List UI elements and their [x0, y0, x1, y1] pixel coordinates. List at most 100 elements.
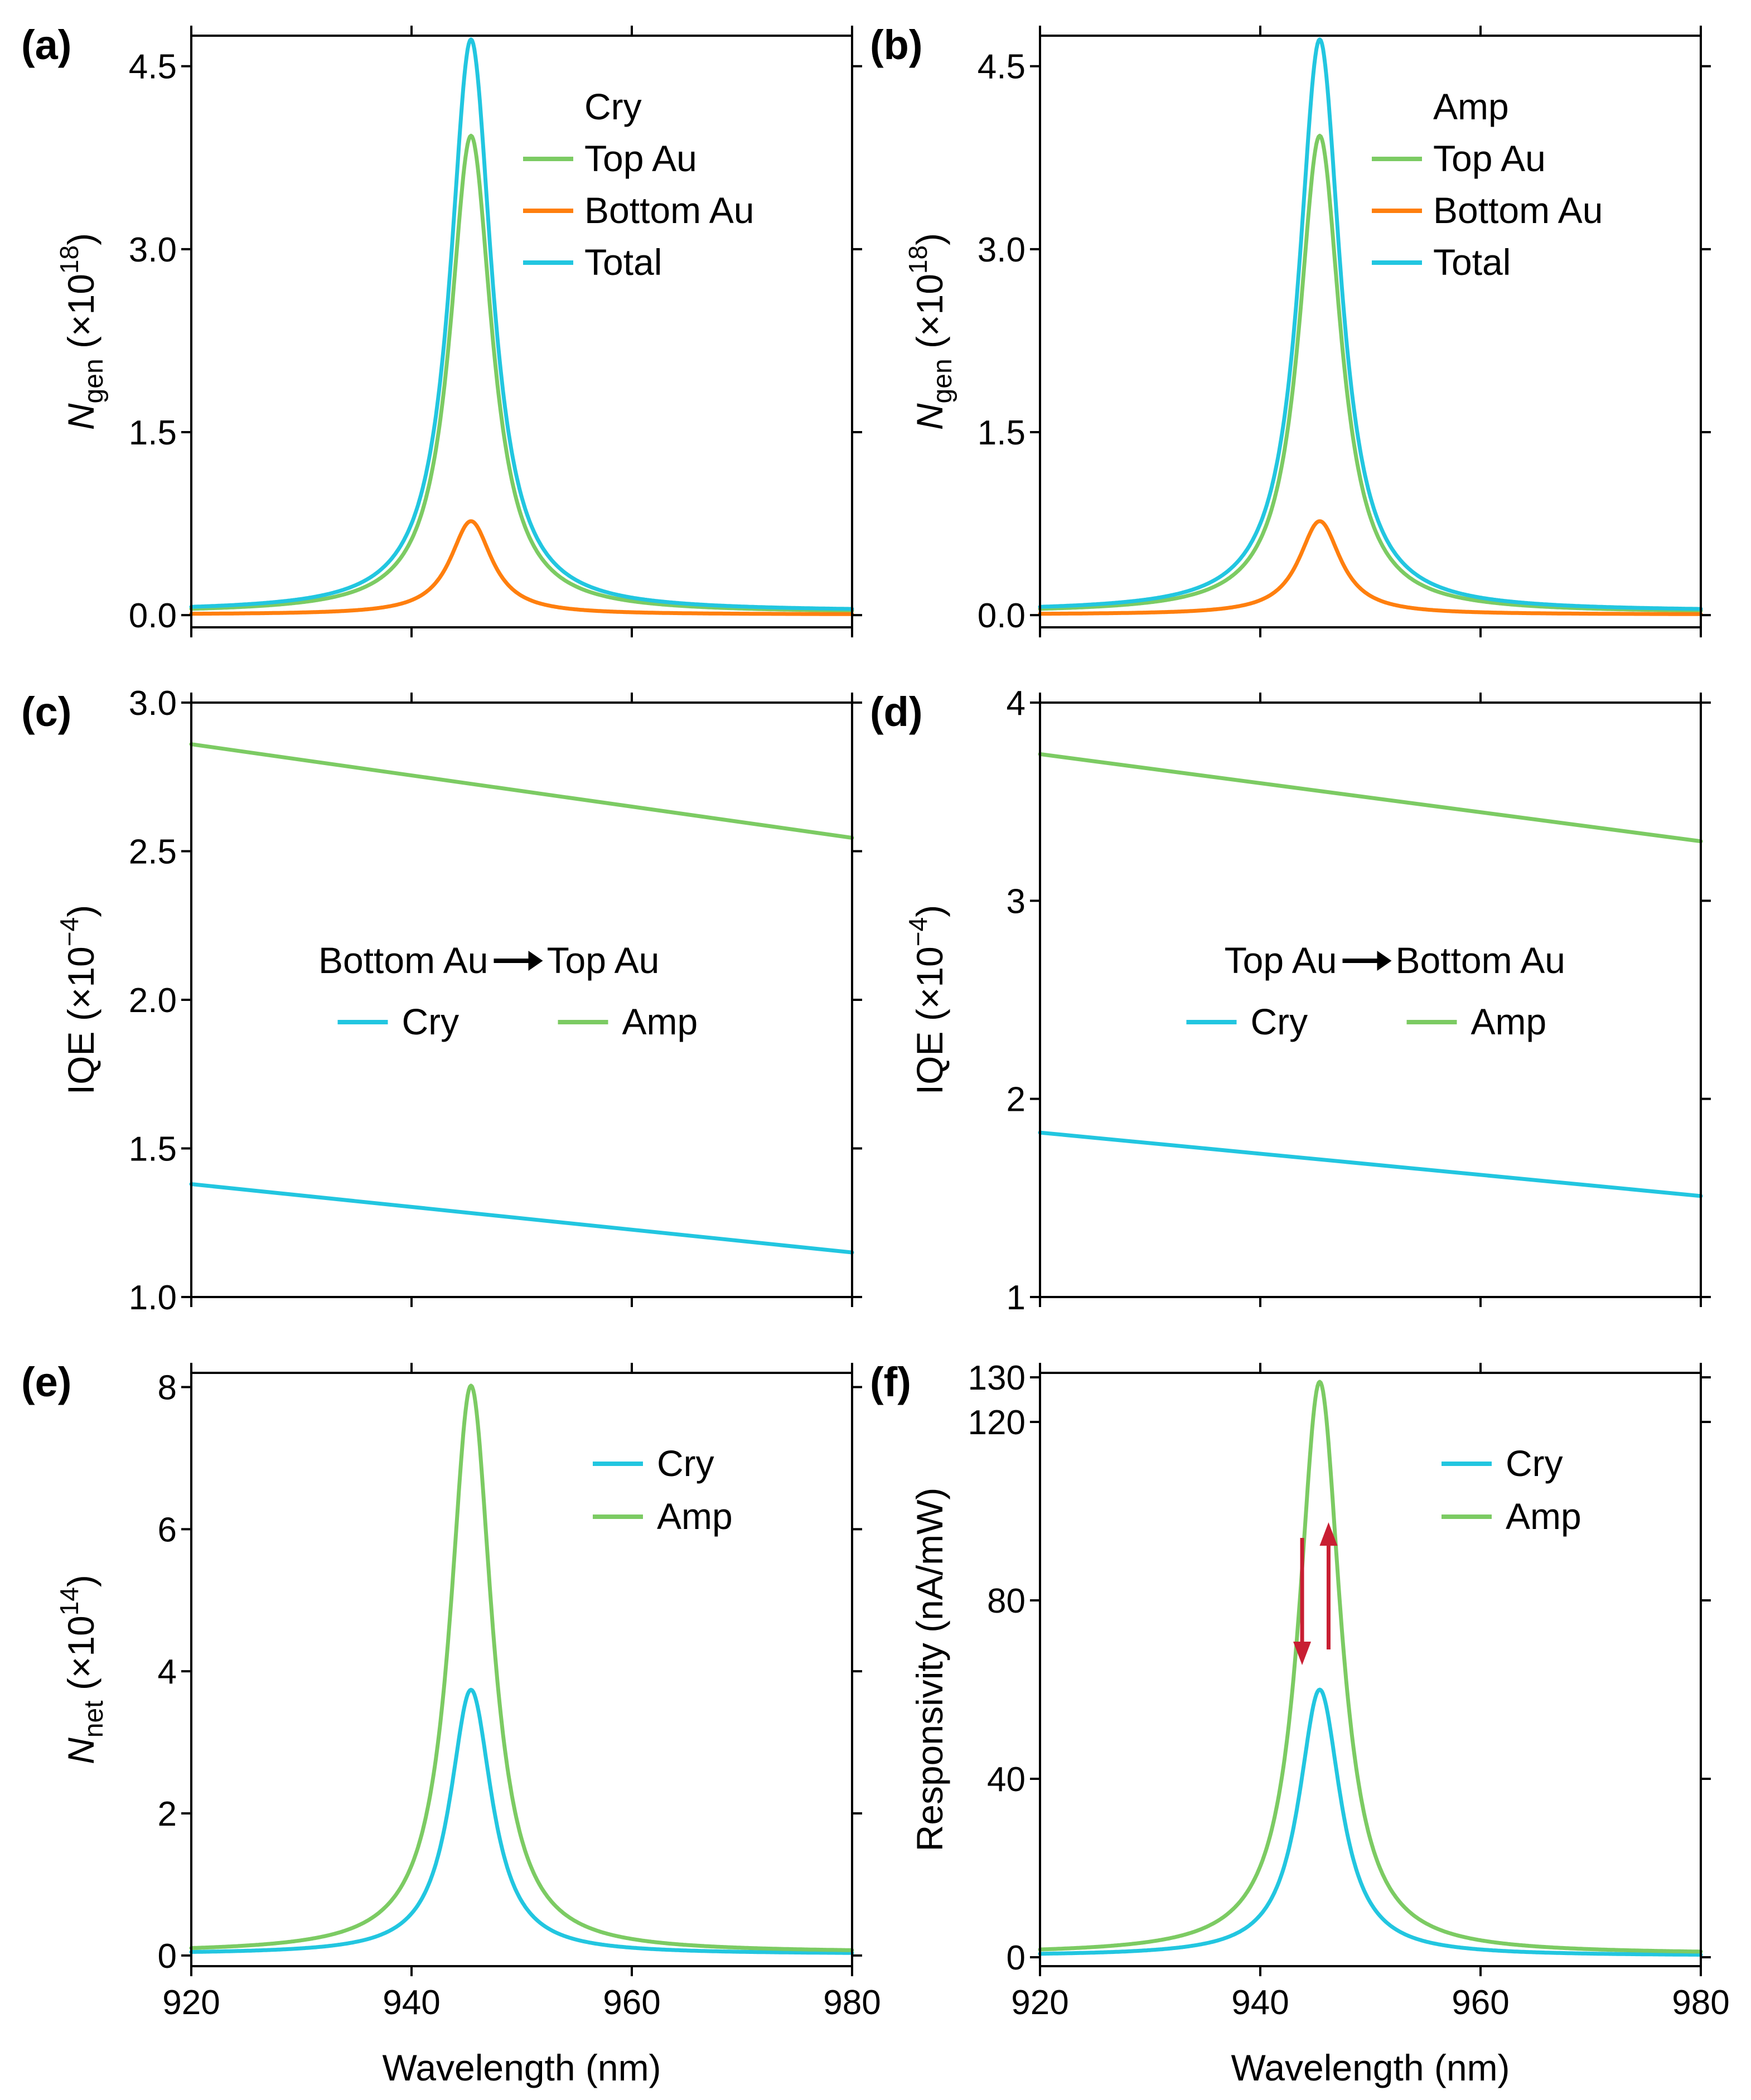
y-tick-label: 80: [987, 1582, 1026, 1620]
y-tick-label: 4.5: [978, 48, 1026, 86]
y-tick-label: 2.5: [129, 833, 177, 872]
legend-entry: Cry: [402, 1001, 459, 1042]
y-tick-label: 4: [158, 1653, 177, 1691]
panel-label: (e): [21, 1359, 71, 1405]
series-line-amp: [1038, 1380, 1703, 1954]
y-tick-label: 0.0: [978, 597, 1026, 635]
legend: Cry Amp: [593, 1443, 733, 1537]
legend: Top Au Bottom Au Cry Amp: [1186, 940, 1566, 1042]
y-tick-label: 0: [158, 1937, 177, 1976]
x-tick-label: 960: [603, 1983, 660, 2022]
right-arrow-head-icon: [528, 951, 543, 971]
panel-label: (c): [21, 689, 71, 735]
legend-to-label: Top Au: [547, 940, 660, 981]
x-tick-label: 960: [1452, 1983, 1509, 2022]
x-axis-label: Wavelength (nm): [382, 2047, 661, 2088]
y-tick-label: 120: [968, 1404, 1026, 1442]
y-tick-label: 4: [1007, 684, 1026, 723]
legend: Amp Top Au Bottom Au Total: [1372, 86, 1603, 283]
y-tick-label: 1.5: [129, 414, 177, 452]
panel-label: (b): [870, 22, 923, 68]
legend-title: Cry: [584, 86, 642, 127]
y-tick-label: 8: [158, 1368, 177, 1407]
up-arrow-head-icon: [1319, 1522, 1338, 1546]
plot-frame: [1039, 701, 1702, 1298]
legend-entry: Cry: [1251, 1001, 1308, 1042]
y-tick-label: 1.0: [129, 1279, 177, 1317]
legend-entry: Total: [584, 241, 662, 283]
y-tick-label: 3.0: [129, 231, 177, 269]
y-tick-label: 6: [158, 1511, 177, 1549]
x-tick-label: 920: [1011, 1983, 1068, 2022]
legend-entry: Amp: [1471, 1001, 1547, 1042]
panel-b: 0.0 1.5 3.0 4.5 (b) Ngen (×1018) Amp Top Au Bott…: [870, 22, 1711, 637]
series-line-cry: [1038, 1130, 1703, 1198]
y-tick-label: 1.5: [129, 1130, 177, 1169]
y-tick-label: 130: [968, 1359, 1026, 1397]
y-axis-label-symbol: N: [909, 403, 950, 430]
series-group: [1038, 1380, 1703, 1957]
x-tick-label: 980: [823, 1983, 881, 2022]
panel-d: 1 2 3 4 (d) IQE (×10−4) Top Au Bottom Au Cry Amp: [870, 684, 1711, 1317]
panel-e: 0 2 4 6 8 920 940 960 980 (e) Nnet (×1014) Waveleng…: [21, 1359, 881, 2088]
y-axis-label: Ngen (×1018): [55, 233, 109, 430]
legend-entry: Top Au: [1433, 138, 1546, 179]
y-tick-label: 2: [1007, 1081, 1026, 1119]
right-arrow-head-icon: [1377, 951, 1392, 971]
series-group: [189, 742, 854, 1255]
plot-frame: [1039, 35, 1702, 628]
plot-frame: [190, 1372, 853, 1967]
series-group: [1038, 752, 1703, 1198]
x-tick-label: 940: [1231, 1983, 1289, 2022]
y-axis-label: Ngen (×1018): [903, 233, 957, 430]
legend-entry: Bottom Au: [584, 190, 754, 231]
x-axis-label: Wavelength (nm): [1231, 2047, 1510, 2088]
legend-entry: Bottom Au: [1433, 190, 1603, 231]
x-tick-label: 980: [1672, 1983, 1729, 2022]
legend-entry: Amp: [1506, 1496, 1581, 1537]
legend-to-label: Bottom Au: [1396, 940, 1566, 981]
series-line-total: [189, 37, 854, 611]
series-line-top-au: [1038, 133, 1703, 613]
panel-a: 0.0 1.5 3.0 4.5 (a) Ngen (×1018) Cry Top Au Bott…: [21, 22, 862, 637]
series-line-bottom-au: [1038, 519, 1703, 616]
y-axis-label-symbol: N: [60, 403, 101, 430]
series-group: [189, 1383, 854, 1955]
y-tick-label: 2: [158, 1795, 177, 1833]
y-tick-label: 3.0: [129, 684, 177, 723]
y-axis-label-symbol: N: [60, 1738, 101, 1764]
series-line-total: [1038, 37, 1703, 611]
series-line-cry: [189, 1182, 854, 1255]
legend-title: Amp: [1433, 86, 1509, 127]
legend: Bottom Au Top Au Cry Amp: [318, 940, 698, 1042]
series-line-amp: [189, 742, 854, 840]
y-tick-label: 40: [987, 1760, 1026, 1799]
legend-entry: Cry: [657, 1443, 714, 1484]
series-line-cry: [1038, 1687, 1703, 1957]
legend-entry: Amp: [657, 1496, 733, 1537]
series-group: [1038, 37, 1703, 616]
panel-f: 0 40 80 120 130 920 940 960 980 (f) Responsivity (…: [870, 1359, 1730, 2088]
panel-label: (f): [870, 1359, 911, 1405]
series-line-amp: [1038, 752, 1703, 844]
legend-entry: Top Au: [584, 138, 697, 179]
y-tick-label: 2.0: [129, 981, 177, 1020]
y-axis-label: IQE (×10−4): [55, 905, 101, 1095]
y-tick-label: 1.5: [978, 414, 1026, 452]
legend-from-label: Top Au: [1225, 940, 1337, 981]
series-group: [189, 37, 854, 616]
x-tick-label: 940: [383, 1983, 440, 2022]
series-line-cry: [189, 1687, 854, 1955]
legend-from-label: Bottom Au: [318, 940, 488, 981]
y-tick-label: 0: [1007, 1939, 1026, 1977]
series-line-amp: [189, 1383, 854, 1952]
y-tick-label: 3.0: [978, 231, 1026, 269]
down-arrow-head-icon: [1293, 1642, 1312, 1665]
legend-entry: Amp: [622, 1001, 698, 1042]
y-axis-label: Nnet (×1014): [55, 1575, 109, 1764]
y-axis-label: IQE (×10−4): [903, 905, 950, 1095]
panel-label: (a): [21, 22, 71, 68]
legend-entry: Total: [1433, 241, 1511, 283]
panel-c: 1.0 1.5 2.0 2.5 3.0 (c) IQE (×10−4) Bottom Au To…: [21, 684, 862, 1317]
